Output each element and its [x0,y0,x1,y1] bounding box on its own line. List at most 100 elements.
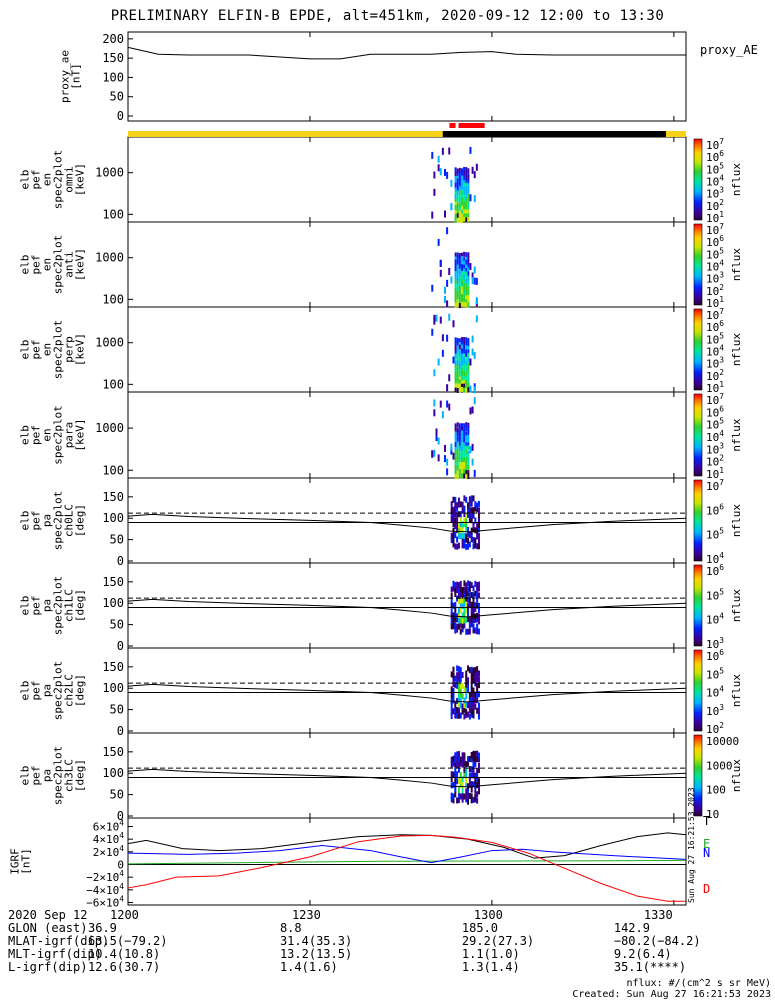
spectrogram-cell [467,430,470,436]
igrf-N-line [127,844,687,864]
spectrogram-cell [439,316,442,324]
pa-spectrogram-cell [474,750,477,757]
spectrogram-cell [454,294,457,300]
pa-spectrogram-cell [456,536,459,543]
pa-spectrogram-cell [474,517,477,524]
pa-spectrogram-cell [470,766,473,773]
pa-spectrogram-cell [450,516,453,523]
pa-spectrogram-cell [461,682,464,689]
spectrogram-cell [458,379,461,385]
loss-cone-line [127,598,687,618]
spectrogram-cell [437,155,440,163]
spectrogram-cell [454,267,457,273]
pa-spectrogram-cell [450,511,453,518]
spectrogram-cell [443,444,446,452]
spectrogram-cell [456,279,459,285]
pa-spectrogram-cell [472,526,475,533]
colorbar-tick-label: 104 [706,344,724,359]
spectrogram-cell [454,278,457,284]
spectrogram-cell [463,198,466,204]
pa-spectrogram-cell [461,776,464,783]
pa-spectrogram-cell [472,543,475,550]
spectrogram-cell [441,334,444,342]
spectrogram-cell [467,352,470,358]
spectrogram-cell [467,298,470,304]
pa-spectrogram-cell [459,756,462,763]
pa-spectrogram-cell [459,697,462,704]
spectrogram-cell [460,365,463,371]
colorbar-tick-label: 102 [706,454,724,469]
spectrogram-cell [473,469,476,477]
pa-spectrogram-cell [477,766,480,773]
spectrogram-cell [454,191,457,197]
pa-spectrogram-cell [459,683,462,690]
spectrogram-cell [448,267,451,275]
pa-spectrogram-cell [472,772,475,779]
colorbar-title: nflux [730,163,743,196]
pa-spectrogram-cell [470,527,473,534]
pa-spectrogram-cell [450,792,453,799]
spectrogram-cell [473,351,476,359]
pa-spectrogram-cell [450,532,453,539]
footer-row-mlt: MLT-igrf(dip) [8,947,102,961]
pa-spectrogram-cell [467,611,470,618]
spectrogram-cell [458,194,461,200]
pa-spectrogram-cell [450,586,453,593]
pa-spectrogram-cell [461,792,464,799]
pa-spectrogram-cell [465,701,468,708]
spectrogram-cell [456,371,459,377]
pa-spectrogram-cell [454,761,457,768]
spectrogram-cell [448,147,451,155]
pa-spectrogram-cell [463,771,466,778]
spectrogram-cell [456,217,459,223]
spectrogram-cell [471,335,474,343]
spectrogram-cell [458,197,461,203]
spectrogram-cell [460,464,463,470]
pa-spectrogram-cell [465,616,468,623]
pa-spectrogram-cell [452,688,455,695]
spectrogram-cell [458,278,461,284]
pa-spectrogram-cell [454,511,457,518]
x-tick-label: 1300 [473,908,503,922]
footer-row-glon: GLON (east) [8,921,88,935]
spectrogram-cell [460,360,463,366]
pa-spectrogram-cell [461,602,464,609]
spectrogram-cell [465,283,468,289]
pa-spectrogram-cell [463,611,466,618]
axis-label-line: [nT] [20,848,33,875]
pa-spectrogram-cell [467,596,470,603]
spectrogram-cell [467,205,470,211]
spectrogram-cell [450,443,453,451]
pa-spectrogram-cell [465,582,468,589]
y-tick-label: 200 [102,32,124,46]
spectrogram-cell [456,449,459,455]
pa-spectrogram-cell [465,602,468,609]
spectrogram-cell [463,283,466,289]
pa-spectrogram-cell [459,781,462,788]
pa-spectrogram-cell [452,760,455,767]
spectrogram-cell [456,470,459,476]
pa-spectrogram-cell [476,502,479,509]
pa-spectrogram-cell [468,755,471,762]
spectrogram-cell [441,411,444,419]
spectrogram-cell [463,337,466,343]
axis-label-line: spec2plot [52,405,65,465]
y-tick-label: 0 [117,724,124,738]
spectrogram-cell [433,399,436,407]
spectrogram-cell [454,431,457,437]
spectrogram-cell [458,465,461,471]
axis-label-line: elb [19,170,32,190]
pa-spectrogram-cell [459,533,462,540]
spectrogram-cell [465,435,468,441]
pa-spectrogram-cell [450,608,453,615]
spectrogram-cell [456,446,459,452]
colorbar-tick-label: 103 [706,441,724,456]
pa-spectrogram-cell [467,511,470,518]
ae-ylabel: proxy_ae[nT] [59,50,83,103]
spectrogram-cell [460,383,463,389]
pa-spectrogram-cell [463,518,466,525]
pa-spectrogram-cell [468,622,471,629]
colorbar-tick-label: 101 [706,380,724,395]
pa-spectrogram-cell [452,602,455,609]
spectrogram-cell [463,216,466,222]
